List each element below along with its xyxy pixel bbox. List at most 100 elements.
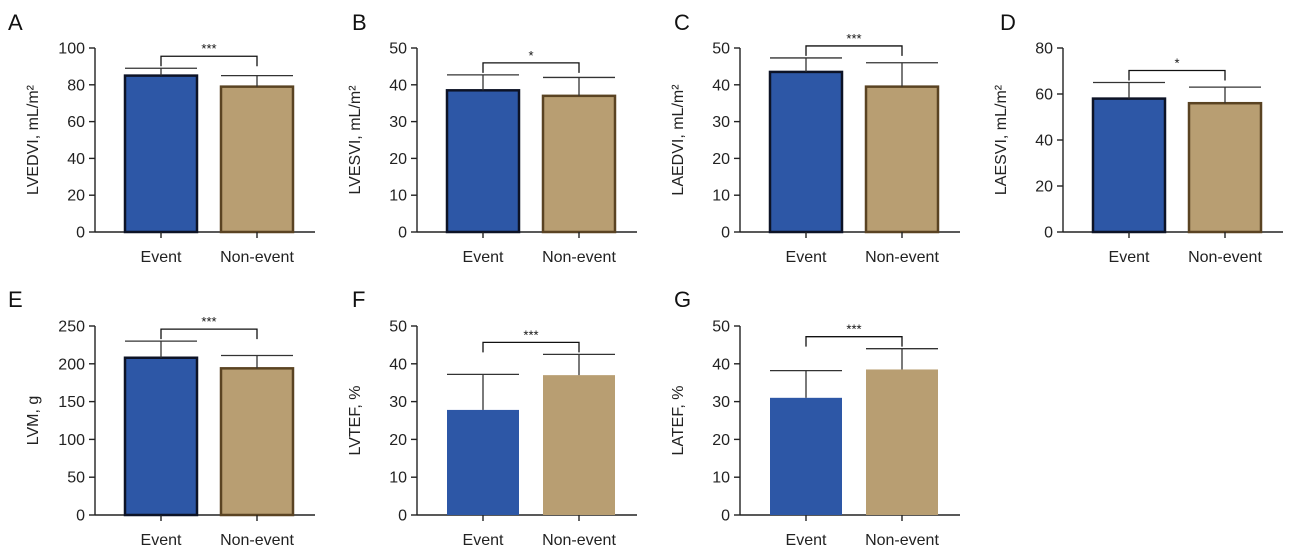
y-tick-label: 250 xyxy=(58,319,85,336)
y-axis-label: LVESVI, mL/m² xyxy=(347,85,364,195)
x-tick-label: Event xyxy=(463,249,504,266)
y-tick-label: 30 xyxy=(712,114,730,131)
y-tick-label: 40 xyxy=(67,151,85,168)
bar-event xyxy=(447,409,519,515)
bar-non-event xyxy=(866,369,938,515)
y-tick-label: 0 xyxy=(398,508,407,525)
x-tick-label: Event xyxy=(463,532,504,549)
bar-event xyxy=(1091,97,1167,234)
chart-panel-d: D 0 20 40 60 80 LAESVI, mL/m² Event Non-event * xyxy=(993,10,1283,266)
y-tick-label: 80 xyxy=(67,77,85,94)
bar-event xyxy=(445,89,521,234)
x-tick-label: Event xyxy=(141,249,182,266)
bar-event xyxy=(770,397,842,515)
chart-panel-b: B 0 10 20 30 40 50 LVESVI, mL/m² Event Non-event * xyxy=(347,10,637,266)
significance-bracket xyxy=(805,336,903,347)
y-tick-label: 200 xyxy=(58,356,85,373)
bar-event xyxy=(768,70,844,234)
significance-bracket xyxy=(160,55,258,67)
bar-non-event xyxy=(541,94,617,234)
significance-bracket xyxy=(482,62,580,73)
chart-panel-a: A 0 20 40 60 80 100 LVEDVI, mL/m² Event Non-event… xyxy=(8,10,315,266)
significance-label: *** xyxy=(846,322,861,337)
bar-non-event xyxy=(219,367,295,517)
y-tick-label: 0 xyxy=(721,225,730,242)
chart-panel-g: G 0 10 20 30 40 50 LATEF, % Event Non-event *** xyxy=(670,287,960,549)
panel-letter: D xyxy=(1000,10,1016,35)
y-tick-label: 60 xyxy=(67,114,85,131)
y-tick-label: 20 xyxy=(389,432,407,449)
y-axis-label: LAESVI, mL/m² xyxy=(993,84,1010,195)
panel-letter: G xyxy=(674,287,691,312)
y-tick-label: 50 xyxy=(712,41,730,58)
y-tick-label: 40 xyxy=(389,356,407,373)
bar-non-event xyxy=(219,85,295,234)
bar-non-event xyxy=(1187,101,1263,234)
significance-bracket xyxy=(805,45,903,56)
significance-bracket xyxy=(160,328,258,340)
significance-bracket xyxy=(482,341,580,353)
y-tick-label: 20 xyxy=(1035,179,1053,196)
significance-label: *** xyxy=(201,41,216,56)
y-tick-label: 40 xyxy=(1035,133,1053,150)
chart-panel-e: E 0 50 100 150 200 250 LVM, g Event Non-event *** xyxy=(8,287,315,549)
y-tick-label: 50 xyxy=(712,319,730,336)
y-tick-label: 100 xyxy=(58,41,85,58)
y-tick-label: 30 xyxy=(389,114,407,131)
x-tick-label: Non-event xyxy=(865,532,939,549)
significance-bracket xyxy=(1128,69,1226,81)
significance-label: *** xyxy=(846,31,861,46)
y-tick-label: 0 xyxy=(721,508,730,525)
panel-letter: E xyxy=(8,287,23,312)
y-axis-label: LVEDVI, mL/m² xyxy=(25,84,42,195)
panel-letter: C xyxy=(674,10,690,35)
y-axis-label: LAEDVI, mL/m² xyxy=(670,84,687,196)
x-tick-label: Non-event xyxy=(542,532,616,549)
y-tick-label: 20 xyxy=(712,432,730,449)
x-tick-label: Non-event xyxy=(220,249,294,266)
bar-event xyxy=(123,74,199,234)
y-tick-label: 10 xyxy=(712,470,730,487)
panel-letter: F xyxy=(352,287,365,312)
x-tick-label: Event xyxy=(1109,249,1150,266)
x-tick-label: Event xyxy=(786,249,827,266)
y-tick-label: 50 xyxy=(389,319,407,336)
x-tick-label: Non-event xyxy=(220,532,294,549)
y-tick-label: 10 xyxy=(389,188,407,205)
x-tick-label: Non-event xyxy=(542,249,616,266)
y-tick-label: 100 xyxy=(58,432,85,449)
y-tick-label: 10 xyxy=(712,188,730,205)
y-tick-label: 150 xyxy=(58,394,85,411)
bar-event xyxy=(123,356,199,517)
y-tick-label: 30 xyxy=(712,394,730,411)
y-tick-label: 50 xyxy=(389,41,407,58)
y-tick-label: 40 xyxy=(389,77,407,94)
y-tick-label: 0 xyxy=(76,225,85,242)
y-tick-label: 20 xyxy=(67,188,85,205)
x-tick-label: Event xyxy=(786,532,827,549)
y-tick-label: 20 xyxy=(712,151,730,168)
x-tick-label: Event xyxy=(141,532,182,549)
chart-panel-f: F 0 10 20 30 40 50 LVTEF, % Event Non-event *** xyxy=(347,287,637,549)
y-tick-label: 0 xyxy=(76,508,85,525)
y-tick-label: 30 xyxy=(389,394,407,411)
y-tick-label: 0 xyxy=(398,225,407,242)
y-tick-label: 20 xyxy=(389,151,407,168)
y-tick-label: 10 xyxy=(389,470,407,487)
x-tick-label: Non-event xyxy=(865,249,939,266)
y-tick-label: 0 xyxy=(1044,225,1053,242)
y-axis-label: LVTEF, % xyxy=(347,386,364,456)
y-tick-label: 80 xyxy=(1035,41,1053,58)
significance-label: * xyxy=(1174,56,1179,71)
y-axis-label: LATEF, % xyxy=(670,386,687,456)
bar-non-event xyxy=(543,375,615,515)
panel-letter: A xyxy=(8,10,23,35)
x-tick-label: Non-event xyxy=(1188,249,1262,266)
y-axis-label: LVM, g xyxy=(25,396,42,446)
panel-letter: B xyxy=(352,10,367,35)
chart-panel-c: C 0 10 20 30 40 50 LAEDVI, mL/m² Event Non-event *… xyxy=(670,10,960,266)
significance-label: * xyxy=(528,48,533,63)
bar-non-event xyxy=(864,85,940,234)
y-tick-label: 40 xyxy=(712,77,730,94)
